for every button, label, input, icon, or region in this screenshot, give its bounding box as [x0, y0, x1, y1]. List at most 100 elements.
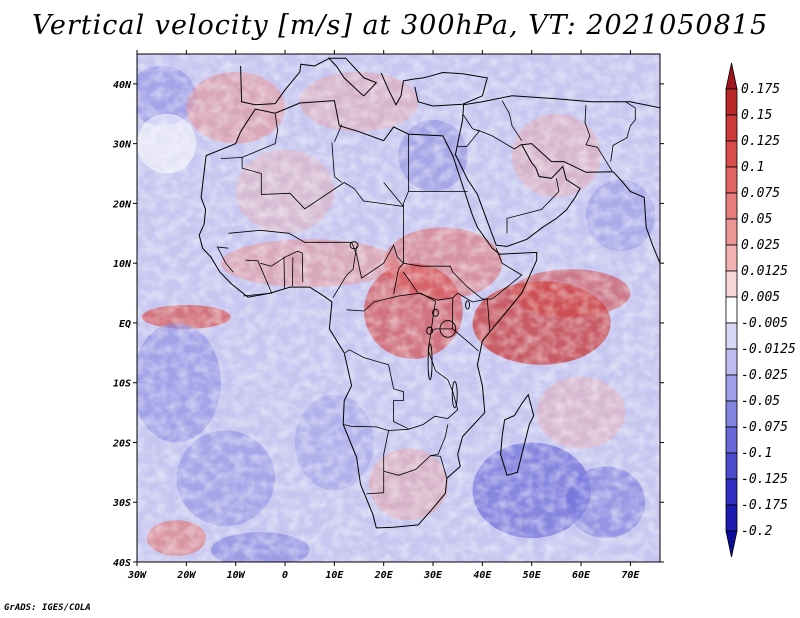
- lon-tick-label: 30W: [127, 570, 147, 581]
- colorbar-swatch: [725, 504, 738, 532]
- colorbar-swatch: [725, 322, 738, 350]
- colorbar-swatch: [725, 192, 738, 220]
- map-frame: [136, 53, 661, 563]
- colorbar-label: -0.1: [741, 446, 772, 461]
- map-panel: [136, 53, 661, 563]
- country-border: [346, 292, 436, 312]
- country-border: [430, 297, 454, 332]
- map-title: Vertical velocity [m/s] at 300hPa, VT: 2…: [31, 10, 769, 41]
- country-border: [403, 248, 523, 300]
- colorbar-swatch: [725, 62, 738, 90]
- lon-tick-label: 20W: [176, 570, 196, 581]
- africa-coastline: [198, 100, 538, 529]
- colorbar-label: 0.0125: [741, 264, 788, 279]
- lon-tick-label: 60E: [572, 570, 591, 581]
- lat-tick-label: 20S: [112, 438, 131, 449]
- footer-credit: GrADS: IGES/COLA: [4, 603, 91, 613]
- lake-outline: [465, 300, 470, 310]
- colorbar-label: 0.05: [741, 212, 772, 227]
- country-border: [241, 113, 279, 158]
- colorbar-swatch: [725, 114, 738, 142]
- colorbar-swatch: [725, 530, 738, 558]
- colorbar-swatch: [725, 348, 738, 376]
- lake-outline: [427, 343, 433, 381]
- colorbar-swatch: [725, 244, 738, 272]
- country-border: [506, 178, 560, 234]
- country-border: [334, 124, 343, 143]
- colorbar-label: -0.05: [741, 394, 780, 409]
- colorbar-label: -0.075: [741, 420, 788, 435]
- colorbar-swatch: [725, 426, 738, 454]
- colorbar-label: 0.1: [741, 160, 764, 175]
- lat-tick-label: 30N: [112, 140, 132, 151]
- asia-north-border: [454, 95, 660, 156]
- country-border: [403, 271, 491, 332]
- country-border: [331, 142, 343, 183]
- colorbar-swatch: [725, 400, 738, 428]
- colorbar-label: -0.175: [741, 498, 788, 513]
- colorbar-label: 0.175: [741, 82, 780, 97]
- lat-tick-label: 10S: [113, 379, 131, 390]
- colorbar-label: 0.125: [741, 134, 780, 149]
- colorbar-label: -0.005: [741, 316, 788, 331]
- lake-outline: [439, 320, 457, 338]
- country-border: [220, 156, 468, 210]
- colorbar-swatch: [725, 478, 738, 506]
- country-border: [477, 129, 523, 150]
- colorbar-label: 0.075: [741, 186, 780, 201]
- lon-tick-label: 0: [282, 570, 288, 581]
- colorbar-label: -0.125: [741, 472, 788, 487]
- country-border: [393, 262, 404, 295]
- lon-tick-label: 30E: [423, 570, 443, 581]
- colorbar-swatch: [725, 140, 738, 168]
- colorbar-swatch: [725, 218, 738, 246]
- coastlines-and-borders: [198, 57, 660, 529]
- madagascar-coastline: [500, 393, 535, 476]
- lat-tick-label: 10N: [113, 259, 132, 270]
- lon-tick-label: 10E: [325, 570, 344, 581]
- country-border: [366, 471, 385, 495]
- map-texture: [137, 54, 660, 562]
- country-border: [501, 100, 523, 141]
- country-border: [283, 256, 285, 289]
- lake-outline: [349, 241, 359, 250]
- lon-tick-label: 10W: [227, 570, 246, 581]
- country-border: [332, 246, 357, 299]
- country-border: [383, 301, 459, 472]
- lon-tick-label: 70E: [621, 570, 640, 581]
- lat-tick-label: 40S: [113, 558, 131, 569]
- colorbar-swatch: [725, 296, 738, 324]
- lake-outline: [426, 326, 433, 335]
- colorbar-label: 0.15: [741, 108, 772, 123]
- country-border: [344, 349, 409, 430]
- lon-tick-label: 40E: [473, 570, 492, 581]
- country-border: [243, 259, 273, 297]
- colorbar-swatch: [725, 88, 738, 116]
- europe-coastline: [240, 57, 378, 106]
- lat-tick-label: EQ: [119, 319, 131, 330]
- colorbar-swatch: [725, 166, 738, 194]
- lon-tick-label: 50E: [523, 570, 542, 581]
- latitude-axis: 40N 30N 20N 10N EQ 10S 20S 30S 40S: [112, 80, 664, 569]
- arabia-coastline: [455, 143, 660, 264]
- colorbar: 0.175 0.15 0.125 0.1 0.075 0.05 0.025 0.0125 0.0…: [725, 62, 796, 558]
- country-border: [216, 246, 234, 273]
- balkan-turkey-coastline: [380, 71, 488, 107]
- country-border: [457, 113, 481, 147]
- country-border: [584, 104, 613, 172]
- lon-tick-label: 20E: [374, 570, 394, 581]
- longitude-axis: 30W 20W 10W 0 10E 20E 30E 40E 50E 60E 70E: [127, 50, 640, 581]
- lake-outline: [432, 308, 439, 317]
- country-border: [610, 101, 636, 162]
- colorbar-label: -0.0125: [741, 342, 796, 357]
- lake-outline: [451, 381, 458, 409]
- colorbar-swatch: [725, 374, 738, 402]
- country-border: [260, 250, 304, 283]
- lat-tick-label: 40N: [113, 80, 132, 91]
- colorbar-label: -0.025: [741, 368, 788, 383]
- country-border: [430, 424, 449, 456]
- colorbar-label: -0.2: [741, 524, 772, 539]
- colorbar-swatch: [725, 452, 738, 480]
- country-border: [343, 424, 389, 431]
